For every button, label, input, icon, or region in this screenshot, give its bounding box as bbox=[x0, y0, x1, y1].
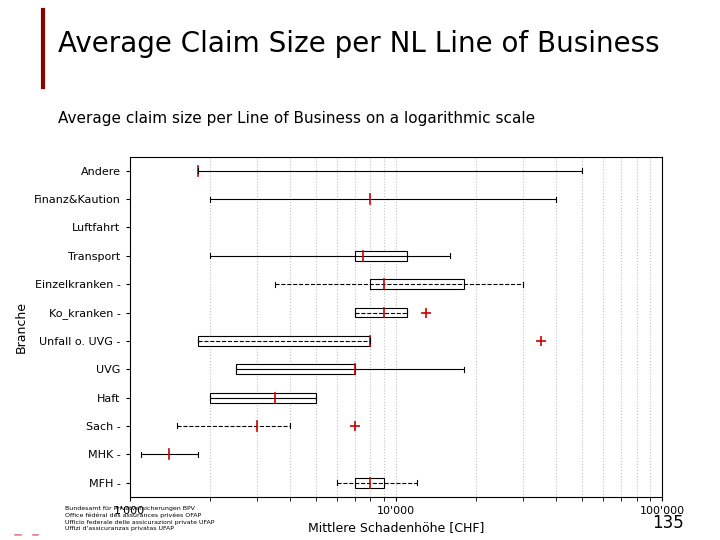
Text: Average Claim Size per NL Line of Business: Average Claim Size per NL Line of Busine… bbox=[58, 30, 660, 58]
X-axis label: Mittlere Schadenhöhe [CHF]: Mittlere Schadenhöhe [CHF] bbox=[308, 522, 484, 535]
FancyBboxPatch shape bbox=[197, 336, 370, 346]
FancyBboxPatch shape bbox=[355, 478, 384, 488]
FancyBboxPatch shape bbox=[370, 279, 464, 289]
FancyBboxPatch shape bbox=[235, 364, 355, 374]
Y-axis label: Branche: Branche bbox=[15, 301, 28, 353]
Text: Average claim size per Line of Business on a logarithmic scale: Average claim size per Line of Business … bbox=[58, 111, 535, 126]
Text: 135: 135 bbox=[652, 514, 684, 532]
Text: Bundesamt für Privatversicherungen BPV
Office fédéral des assurances privées OFA: Bundesamt für Privatversicherungen BPV O… bbox=[65, 505, 214, 531]
FancyBboxPatch shape bbox=[355, 251, 407, 261]
FancyBboxPatch shape bbox=[210, 393, 316, 402]
FancyBboxPatch shape bbox=[355, 308, 407, 318]
